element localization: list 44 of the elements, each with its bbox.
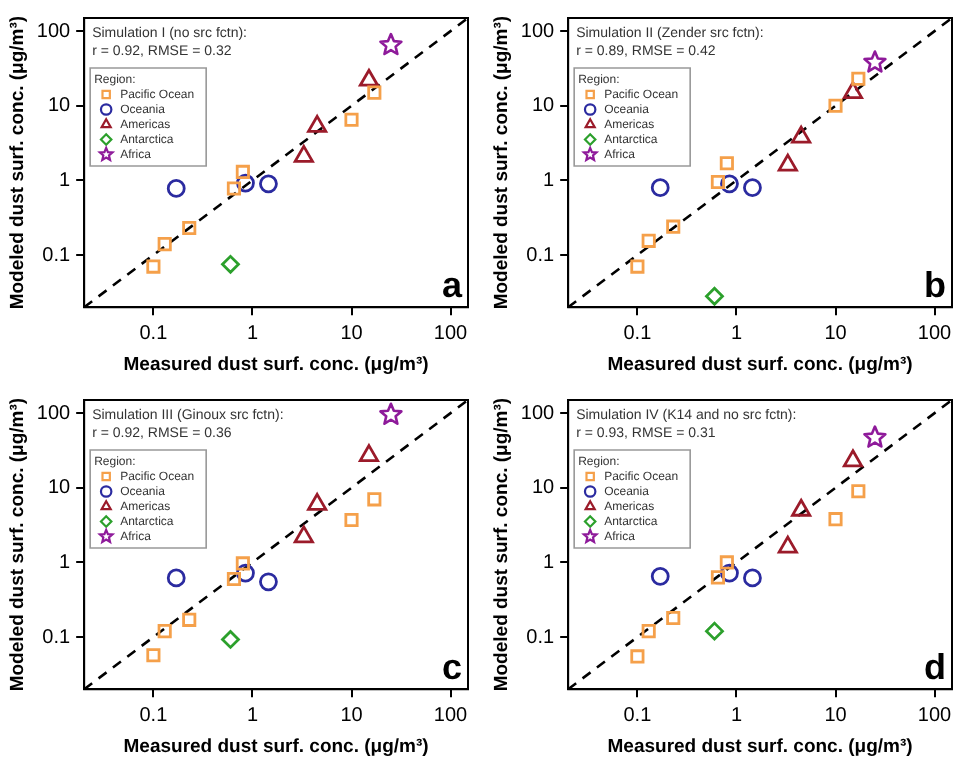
y-tick-label: 1 (543, 551, 556, 574)
x-tick-label: 0.1 (139, 322, 169, 345)
y-axis-title: Modeled dust surf. conc. (μg/m³) (6, 15, 29, 310)
x-tick-label: 0.1 (139, 704, 169, 727)
x-tick-label: 0.1 (623, 704, 653, 727)
x-axis-title: Measured dust surf. conc. (μg/m³) (607, 735, 913, 758)
annotation: b (924, 265, 946, 306)
y-tick-label: 1 (59, 169, 72, 192)
y-tick-label: 10 (531, 95, 556, 118)
y-axis-title: Modeled dust surf. conc. (μg/m³) (490, 397, 513, 692)
y-tick-label: 0.1 (526, 626, 556, 649)
x-tick-label: 0.1 (623, 322, 653, 345)
y-tick-label: 100 (520, 20, 556, 43)
y-axis-title: Modeled dust surf. conc. (μg/m³) (6, 397, 29, 692)
x-tick-label: 10 (340, 704, 364, 727)
y-tick-label: 0.1 (526, 244, 556, 267)
y-tick-label: 10 (531, 477, 556, 500)
y-tick-label: 0.1 (42, 626, 72, 649)
x-tick-label: 1 (246, 704, 259, 727)
y-axis-title: Modeled dust surf. conc. (μg/m³) (490, 15, 513, 310)
x-tick-label: 10 (340, 322, 364, 345)
y-tick-label: 0.1 (42, 244, 72, 267)
y-tick-label: 100 (36, 402, 72, 425)
x-axis-title: Measured dust surf. conc. (μg/m³) (123, 735, 429, 758)
y-tick-label: 100 (36, 20, 72, 43)
x-tick-label: 100 (917, 704, 953, 727)
x-axis-title: Measured dust surf. conc. (μg/m³) (607, 353, 913, 376)
y-tick-label: 10 (47, 477, 72, 500)
x-tick-label: 100 (433, 704, 469, 727)
x-tick-label: 100 (917, 322, 953, 345)
x-axis-title: Measured dust surf. conc. (μg/m³) (123, 353, 429, 376)
annotation: d (924, 647, 946, 688)
y-tick-label: 100 (520, 402, 556, 425)
x-tick-label: 1 (246, 322, 259, 345)
y-tick-label: 1 (543, 169, 556, 192)
x-tick-label: 100 (433, 322, 469, 345)
annotation: a (441, 265, 464, 306)
annotation: c (441, 647, 462, 688)
y-tick-label: 10 (47, 95, 72, 118)
x-tick-label: 1 (730, 704, 743, 727)
y-tick-label: 1 (59, 551, 72, 574)
x-tick-label: 10 (824, 704, 848, 727)
x-tick-label: 10 (824, 322, 848, 345)
x-tick-label: 1 (730, 322, 743, 345)
